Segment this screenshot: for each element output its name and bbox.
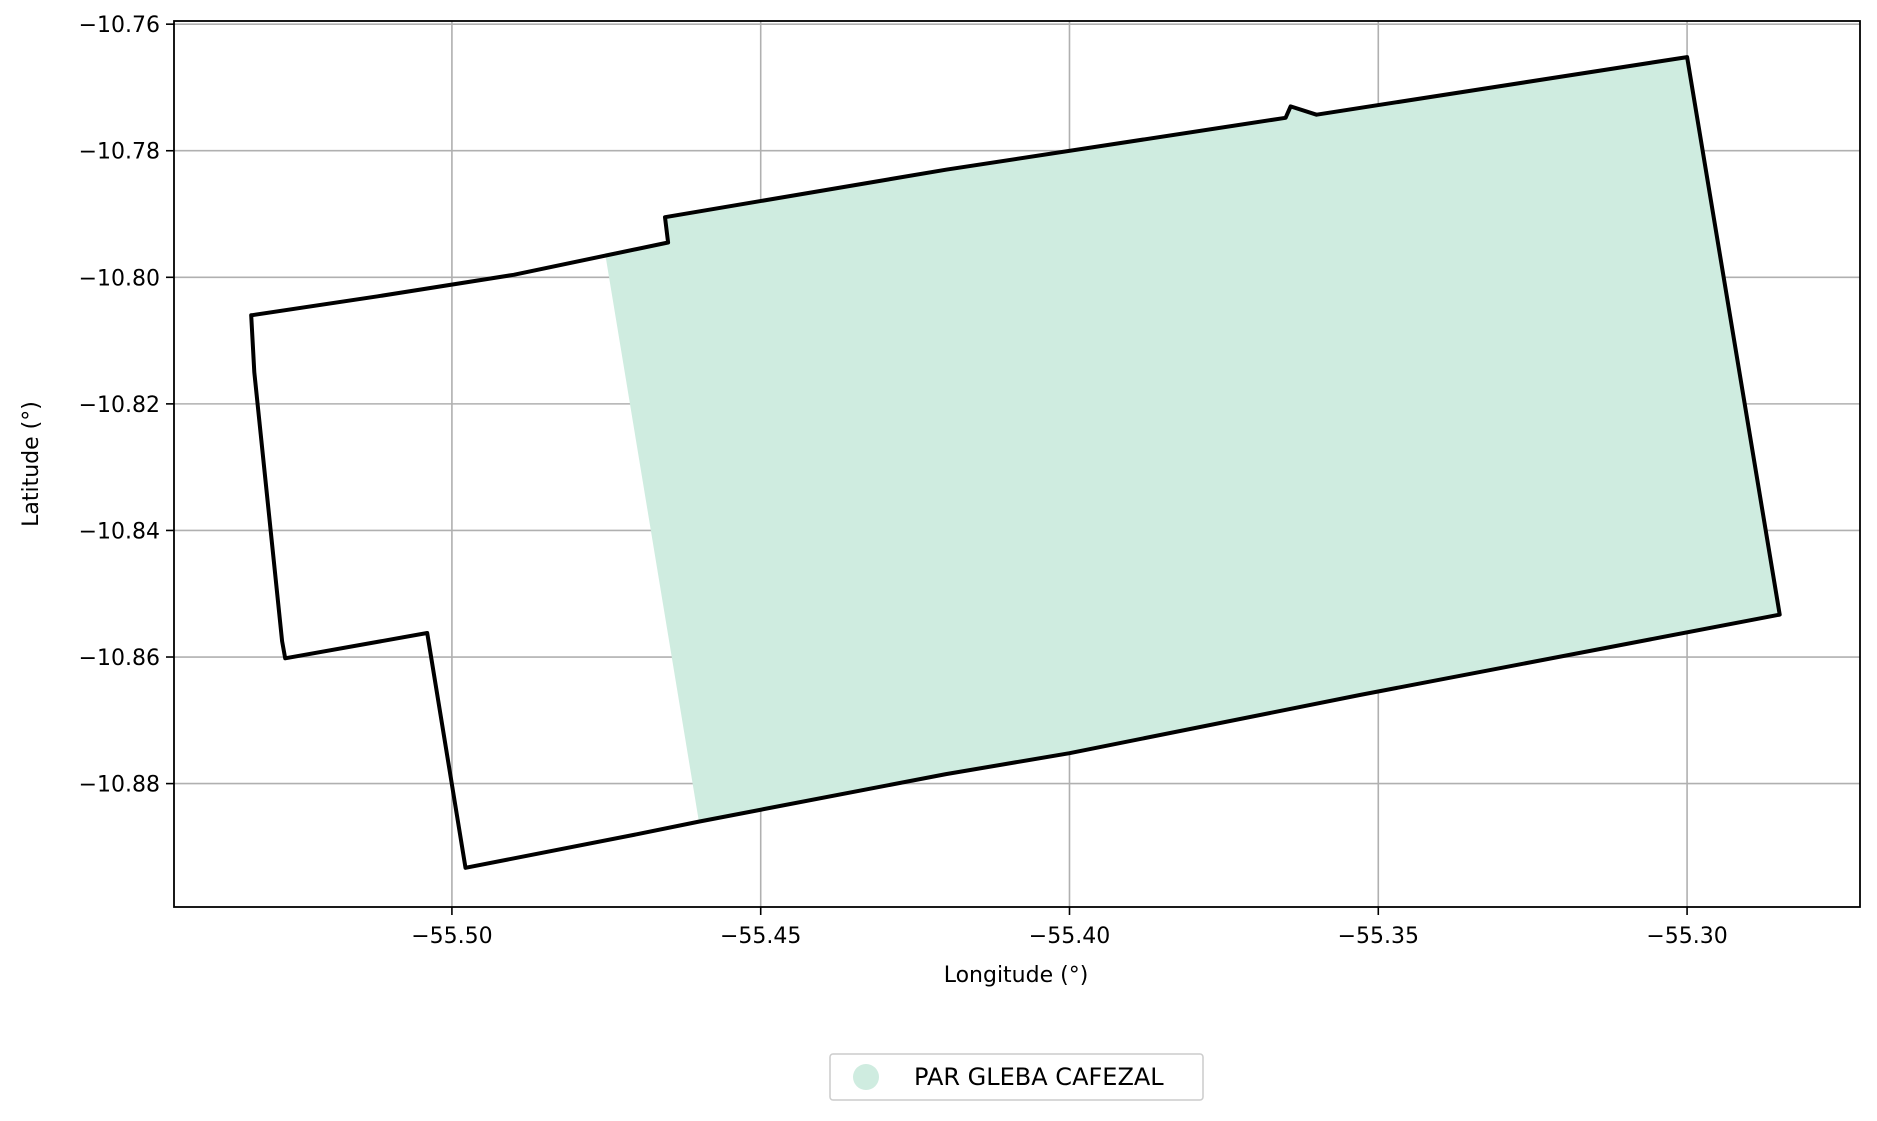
plot-frame	[173, 20, 1861, 908]
y-tick-label-1: −10.78	[79, 140, 160, 165]
legend-swatch-par-gleba-cafezal	[853, 1064, 879, 1090]
x-tick-label-2: −55.40	[1029, 924, 1110, 949]
y-tick-label-2: −10.80	[79, 266, 160, 291]
y-axis-ticks: −10.76 −10.78 −10.80 −10.82 −10.84 −10.86 −10.…	[79, 13, 174, 798]
x-tick-label-0: −55.50	[411, 924, 492, 949]
boundary-layer	[249, 55, 1782, 870]
legend-label-par-gleba-cafezal: PAR GLEBA CAFEZAL	[914, 1063, 1164, 1091]
y-tick-label-6: −10.88	[79, 773, 160, 798]
boundary-outline	[249, 55, 1782, 870]
area-layer	[605, 57, 1780, 822]
x-axis-ticks: −55.50 −55.45 −55.40 −55.35 −55.30	[411, 907, 1728, 949]
y-tick-label-0: −10.76	[79, 13, 160, 38]
y-tick-label-4: −10.84	[79, 519, 160, 544]
legend: PAR GLEBA CAFEZAL	[829, 1053, 1204, 1101]
x-tick-label-4: −55.30	[1646, 924, 1727, 949]
y-tick-label-3: −10.82	[79, 393, 160, 418]
y-tick-label-5: −10.86	[79, 646, 160, 671]
area-par-gleba-cafezal	[605, 57, 1780, 822]
legend-frame	[829, 1053, 1204, 1101]
plot-area	[173, 20, 1861, 908]
x-tick-label-3: −55.35	[1338, 924, 1419, 949]
y-axis-label: Latitude (°)	[19, 401, 44, 527]
x-axis-label: Longitude (°)	[944, 963, 1089, 988]
x-tick-label-1: −55.45	[720, 924, 801, 949]
